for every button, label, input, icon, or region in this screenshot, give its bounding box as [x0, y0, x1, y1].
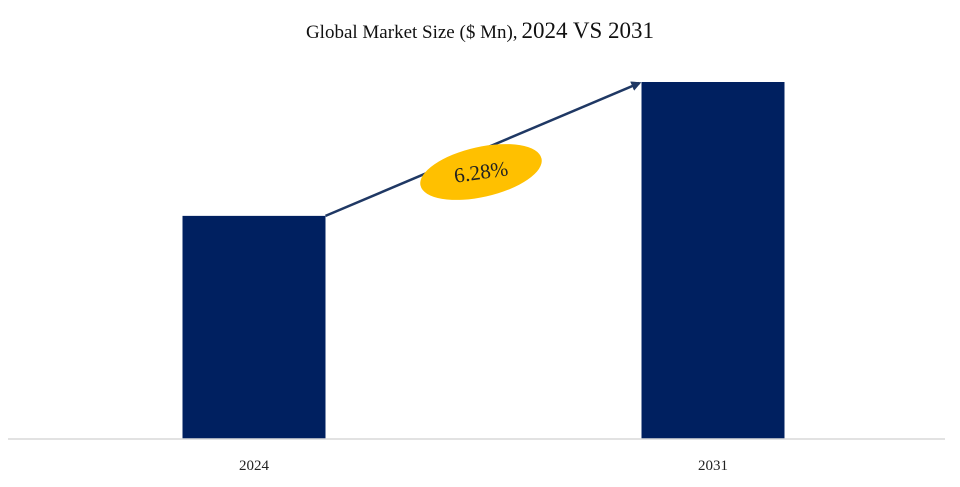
x-tick-label-2024: 2024 [239, 458, 270, 474]
bars-layer [182, 82, 785, 439]
cagr-annotation: 6.28% [325, 81, 642, 218]
chart-title-main: Global Market Size ($ Mn), [305, 22, 518, 43]
x-tick-label-2031: 2031 [698, 458, 728, 474]
x-axis-labels: 2024 2031 [239, 458, 728, 474]
bar-2031 [641, 82, 785, 439]
chart-title-years: 2024 VS 2031 [521, 18, 655, 43]
cagr-badge [420, 144, 542, 200]
chart-title: Global Market Size ($ Mn), 2024 VS 2031 [0, 18, 960, 44]
bar-2024 [182, 215, 326, 439]
